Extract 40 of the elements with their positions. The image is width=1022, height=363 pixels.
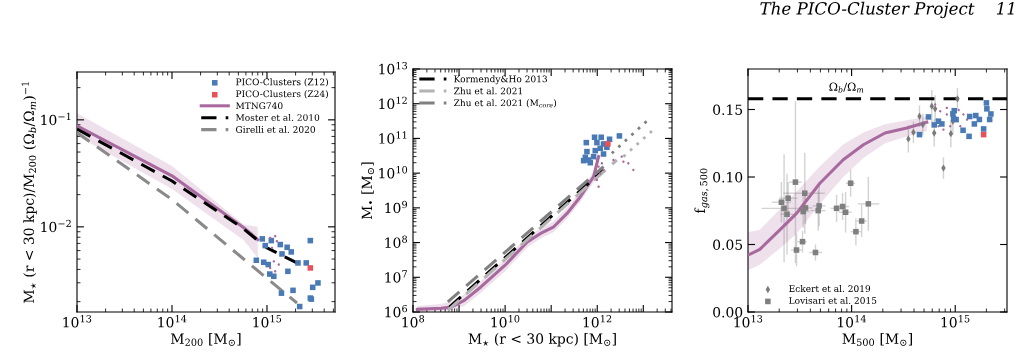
y-tick-label: 0.10 xyxy=(713,171,743,183)
legend-label: PICO-Clusters (Z24) xyxy=(236,90,328,99)
y-tick-label: 0.00 xyxy=(713,306,743,318)
legend-label: Lovisari et al. 2015 xyxy=(789,296,877,304)
legend-label: Zhu et al. 2021 xyxy=(454,87,522,95)
text: The PICO-Cluster Project 11 xyxy=(760,1,1014,19)
x-tick-label: 10$^{10}$ xyxy=(491,315,520,328)
legend-label: Kormendy&Ho 2013 xyxy=(454,75,547,85)
y-tick-label: 10$^{11}$ xyxy=(379,131,407,144)
x-axis-title: M$_{500}$ [M$_{⊙}$] xyxy=(842,333,912,346)
y-tick-label: 10$^{−1}$ xyxy=(41,112,71,126)
y-tick-label: 10$^{10}$ xyxy=(379,166,408,179)
y-tick-label: 10$^{7}$ xyxy=(385,270,407,283)
x-axis-title: M$_{⋆}$ (r < 30 kpc) [M$_{⊙}$] xyxy=(468,333,616,347)
y-tick-label: 0.15 xyxy=(713,104,743,115)
text: M$_{⋆}$ (r < 30 kpc)/M$_{200}$ (Ω$_{b}$/Ω$_{m}$)$^{−1}$ xyxy=(21,82,37,303)
ref-line-label: Ω$_{b}$/Ω$_{m}$ xyxy=(829,82,864,93)
legend-label: Moster et al. 2010 xyxy=(235,114,320,121)
y-axis-title: M$_{•}$ [M$_{⊙}$] xyxy=(361,162,375,220)
y-tick-label: 10$^{6}$ xyxy=(385,304,408,318)
x-tick-label: 10$^{12}$ xyxy=(583,315,612,328)
legend-label: Girelli et al. 2020 xyxy=(236,125,316,133)
y-tick-label: 10$^{12}$ xyxy=(379,96,407,110)
x-tick-label: 10$^{13}$ xyxy=(63,315,92,328)
x-tick-label: 10$^{15}$ xyxy=(253,315,282,328)
legend-label: Eckert et al. 2019 xyxy=(789,285,871,293)
x-tick-label: 10$^{15}$ xyxy=(941,315,970,328)
legend-label: PICO-Clusters (Z12) xyxy=(236,78,328,87)
y-tick-label: 10$^{8}$ xyxy=(385,235,408,248)
x-tick-label: 10$^{14}$ xyxy=(838,315,867,328)
y-tick-label: 10$^{−2}$ xyxy=(41,219,71,233)
y-tick-label: 10$^{9}$ xyxy=(385,200,408,214)
y-axis-title: f$_{gas,500}$ xyxy=(694,168,710,214)
legend-label: MTNG740 xyxy=(235,102,283,110)
x-axis-title: M$_{200}$ [M$_{⊙}$] xyxy=(171,333,241,346)
y-tick-label: 10$^{13}$ xyxy=(379,61,408,75)
legend-label: Zhu et al. 2021 (M$_{core}$) xyxy=(454,99,557,108)
y-tick-label: 0.05 xyxy=(713,239,743,250)
x-tick-label: 10$^{8}$ xyxy=(402,315,425,328)
x-tick-label: 10$^{14}$ xyxy=(158,315,187,328)
